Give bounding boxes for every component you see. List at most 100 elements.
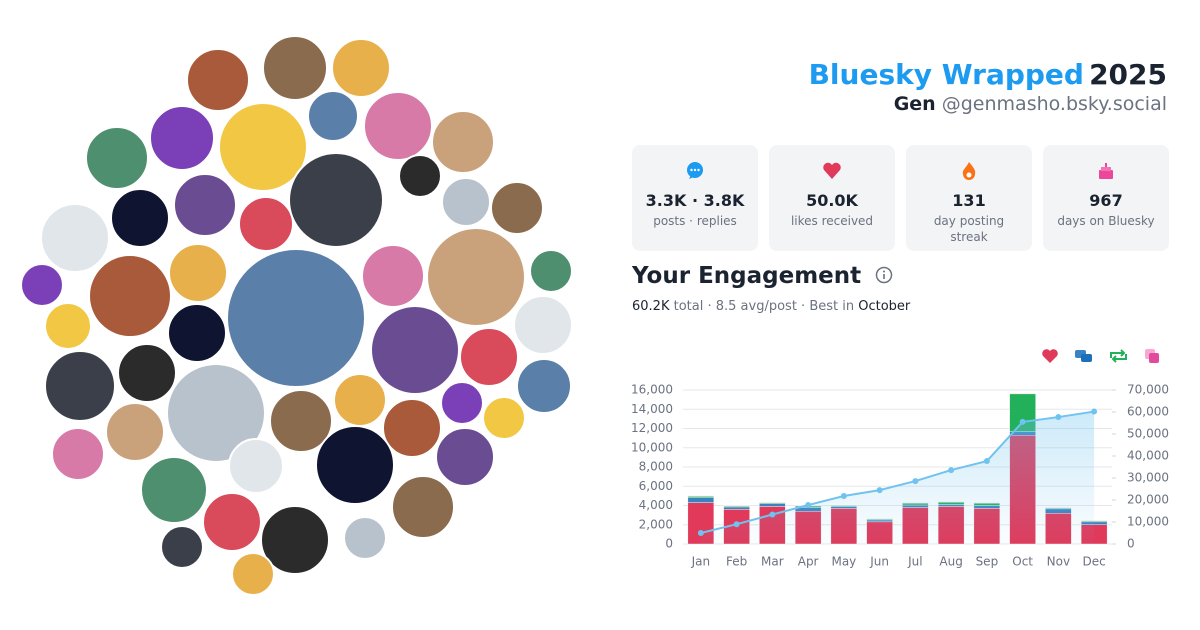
y-tick-label: 4,000: [639, 498, 673, 512]
avatar: [218, 102, 308, 192]
avatar: [262, 35, 328, 101]
avatar: [167, 303, 227, 363]
avatar: [269, 389, 333, 453]
avatar: [228, 438, 284, 494]
legend: [1042, 349, 1159, 363]
avatar: [168, 243, 228, 303]
header: Bluesky Wrapped 2025 Gen @genmasho.bsky.…: [809, 58, 1167, 115]
section-title-text: Your Engagement: [632, 263, 862, 289]
stat-card: 967 days on Bluesky: [1043, 145, 1169, 251]
user-handle: @genmasho.bsky.social: [941, 93, 1167, 115]
avatar: [149, 105, 215, 171]
avatar: [238, 196, 294, 252]
y2-tick-label: 0: [1127, 537, 1135, 551]
avatar: [331, 38, 391, 98]
avatar: [343, 516, 387, 560]
avatar: [186, 48, 250, 112]
y2-tick-label: 30,000: [1127, 471, 1169, 485]
stat-label: day posting streak: [933, 214, 1005, 244]
icon: [962, 162, 976, 180]
avatar: [459, 327, 519, 387]
icon: [687, 162, 703, 179]
y-tick-label: 12,000: [631, 421, 673, 435]
avatar: [260, 505, 330, 575]
avatar: [202, 492, 262, 552]
line-point: [769, 511, 776, 518]
y2-tick-label: 50,000: [1127, 427, 1169, 441]
avatar: [44, 302, 92, 350]
x-tick-label: Aug: [939, 555, 962, 569]
year: 2025: [1089, 58, 1167, 91]
y2-tick-label: 10,000: [1127, 515, 1169, 529]
title: Bluesky Wrapped: [808, 58, 1084, 91]
line-area: [700, 411, 1095, 544]
y-tick-label: 8,000: [639, 460, 673, 474]
stat-value: 131: [952, 191, 986, 210]
line-point: [840, 493, 847, 500]
section-title: Your Engagement: [632, 263, 893, 289]
avatar: [110, 188, 170, 248]
icon: [1099, 163, 1113, 179]
avatar: [140, 456, 208, 524]
avatar: [513, 295, 573, 355]
line-point: [805, 502, 812, 509]
bar-segment: [687, 497, 715, 503]
user-name: Gen: [893, 93, 936, 115]
legend-icon[interactable]: [1042, 349, 1058, 363]
x-tick-label: Jun: [869, 555, 889, 569]
section-subtitle: 60.2K total · 8.5 avg/post · Best in Oct…: [632, 299, 910, 314]
avatar: [88, 254, 172, 338]
y2-tick-label: 60,000: [1127, 405, 1169, 419]
x-tick-label: Nov: [1047, 555, 1070, 569]
avatar: [490, 181, 544, 235]
avatar: [44, 350, 116, 422]
y2-tick-label: 70,000: [1127, 383, 1169, 397]
avatar: [166, 363, 266, 463]
avatar: [440, 381, 484, 425]
avatar: [361, 244, 425, 308]
y-tick-label: 2,000: [639, 517, 673, 531]
y2-tick-label: 20,000: [1127, 493, 1169, 507]
bar-segment: [759, 503, 786, 507]
avatar: [398, 154, 442, 198]
stat-label: days on Bluesky: [1057, 214, 1155, 228]
stat-value: 3.3K · 3.8K: [645, 191, 745, 210]
line-point: [1091, 408, 1098, 415]
avatar: [370, 305, 460, 395]
avatar: [426, 227, 526, 327]
stat-card: 131 day posting streak: [906, 145, 1032, 251]
avatar: [173, 173, 237, 237]
avatar: [51, 427, 105, 481]
stat-label: posts · replies: [653, 214, 737, 228]
x-tick-label: Mar: [761, 555, 784, 569]
avatar: [117, 343, 177, 403]
avatar: [516, 358, 572, 414]
x-tick-label: Dec: [1083, 555, 1106, 569]
bar-segment: [723, 506, 750, 510]
info-icon[interactable]: [875, 266, 893, 284]
x-tick-label: Feb: [726, 555, 747, 569]
line-point: [733, 521, 740, 528]
legend-icon[interactable]: [1145, 349, 1159, 363]
y-tick-label: 10,000: [631, 440, 673, 454]
x-tick-label: Oct: [1012, 555, 1033, 569]
avatar: [482, 396, 526, 440]
y2-tick-label: 40,000: [1127, 449, 1169, 463]
avatar: [315, 425, 395, 505]
avatar: [529, 249, 573, 293]
legend-icon[interactable]: [1110, 349, 1127, 363]
avatar: [363, 91, 433, 161]
avatar: [85, 126, 149, 190]
legend-icon[interactable]: [1075, 350, 1092, 362]
avatar: [288, 152, 384, 248]
summary: total · 8.5 avg/post · Best in: [673, 299, 855, 314]
avatar: [391, 475, 455, 539]
y-tick-label: 16,000: [631, 383, 673, 397]
line-point: [876, 487, 883, 494]
x-tick-label: Apr: [798, 555, 819, 569]
x-tick-label: Jul: [907, 555, 922, 569]
y-tick-label: 6,000: [639, 479, 673, 493]
x-tick-label: May: [831, 555, 856, 569]
